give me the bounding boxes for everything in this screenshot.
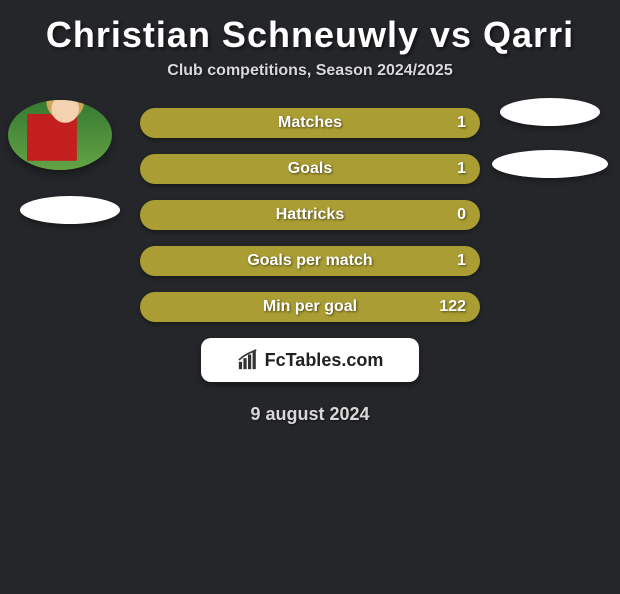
bar-chart-icon	[237, 349, 259, 371]
logo-text: FcTables.com	[265, 350, 384, 371]
player2-avatar-ellipse	[500, 98, 600, 126]
stat-bar: Goals 1	[140, 154, 480, 184]
stat-value: 1	[457, 246, 466, 276]
stat-label: Goals	[140, 154, 480, 184]
avatar-image	[8, 100, 112, 170]
stat-bar: Matches 1	[140, 108, 480, 138]
stat-value: 122	[439, 292, 466, 322]
stat-label: Goals per match	[140, 246, 480, 276]
player2-name-ellipse	[492, 150, 608, 178]
stat-label: Hattricks	[140, 200, 480, 230]
fctables-logo[interactable]: FcTables.com	[201, 338, 419, 382]
date: 9 august 2024	[0, 404, 620, 425]
stat-label: Matches	[140, 108, 480, 138]
player1-avatar	[8, 100, 112, 170]
stat-bars: Matches 1 Goals 1 Hattricks 0 Goals per …	[140, 108, 480, 322]
page-subtitle: Club competitions, Season 2024/2025	[0, 62, 620, 80]
page-title: Christian Schneuwly vs Qarri	[0, 14, 620, 56]
stat-bar: Hattricks 0	[140, 200, 480, 230]
stat-value: 1	[457, 108, 466, 138]
stat-value: 1	[457, 154, 466, 184]
content: Matches 1 Goals 1 Hattricks 0 Goals per …	[0, 108, 620, 425]
player1-name-ellipse	[20, 196, 120, 224]
stat-bar: Min per goal 122	[140, 292, 480, 322]
stat-value: 0	[457, 200, 466, 230]
stat-label: Min per goal	[140, 292, 480, 322]
stat-bar: Goals per match 1	[140, 246, 480, 276]
